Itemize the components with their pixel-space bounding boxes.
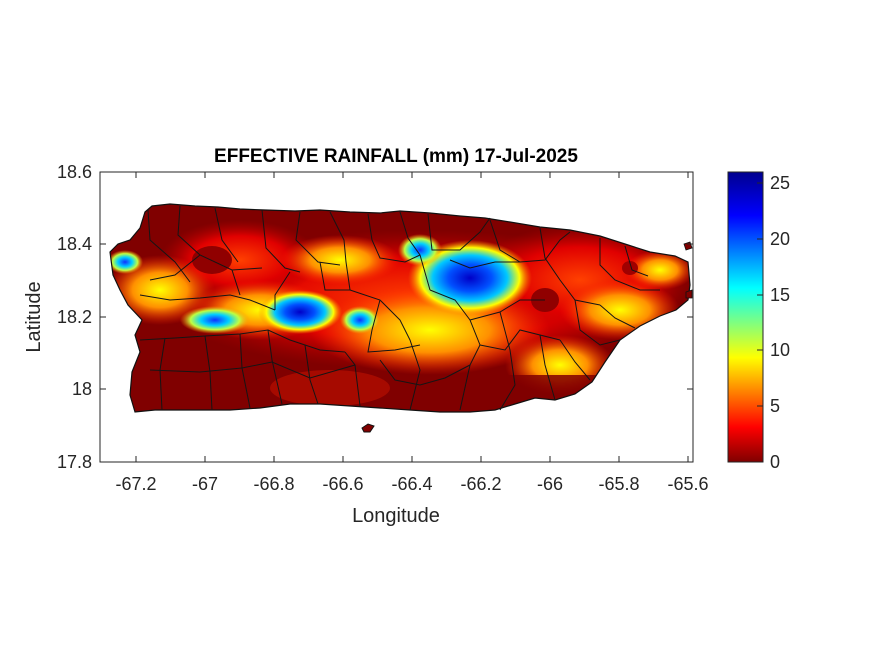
x-tick-label: -65.6 (667, 474, 708, 494)
colorbar-tick-label: 5 (770, 396, 780, 416)
x-tick-label: -66.8 (253, 474, 294, 494)
municipality-boundaries (139, 205, 660, 411)
east-islets (683, 241, 693, 299)
island-rainfall-field (110, 204, 690, 412)
y-tick-label: 18.6 (57, 162, 92, 182)
y-axis (100, 171, 693, 463)
y-tick-label: 18.2 (57, 307, 92, 327)
island-outline (109, 203, 691, 413)
x-axis-label: Longitude (352, 505, 440, 527)
colorbar: 25 20 15 10 5 0 (727, 171, 790, 472)
x-tick-label: -66 (537, 474, 563, 494)
colorbar-tick-label: 0 (770, 452, 780, 472)
x-tick-label: -67 (192, 474, 218, 494)
map-title: EFFECTIVE RAINFALL (mm) 17-Jul-2025 (214, 146, 578, 167)
colorbar-tick-label: 20 (770, 229, 790, 249)
y-tick-label: 17.8 (57, 452, 92, 472)
y-tick-label: 18 (72, 379, 92, 399)
x-tick-label: -66.6 (322, 474, 363, 494)
colorbar-tick-label: 15 (770, 285, 790, 305)
y-axis-label: Latitude (23, 281, 45, 352)
x-tick-label: -65.8 (598, 474, 639, 494)
islet (361, 423, 375, 433)
x-tick-label: -66.2 (460, 474, 501, 494)
y-tick-label: 18.4 (57, 234, 92, 254)
plot-area: -67.2 -67 -66.8 -66.6 -66.4 -66.2 -66 -6… (23, 162, 709, 527)
x-axis (135, 172, 689, 462)
colorbar-gradient (727, 171, 764, 463)
colorbar-tick-label: 25 (770, 173, 790, 193)
x-tick-label: -67.2 (115, 474, 156, 494)
colorbar-tick-label: 10 (770, 340, 790, 360)
x-tick-label: -66.4 (391, 474, 432, 494)
